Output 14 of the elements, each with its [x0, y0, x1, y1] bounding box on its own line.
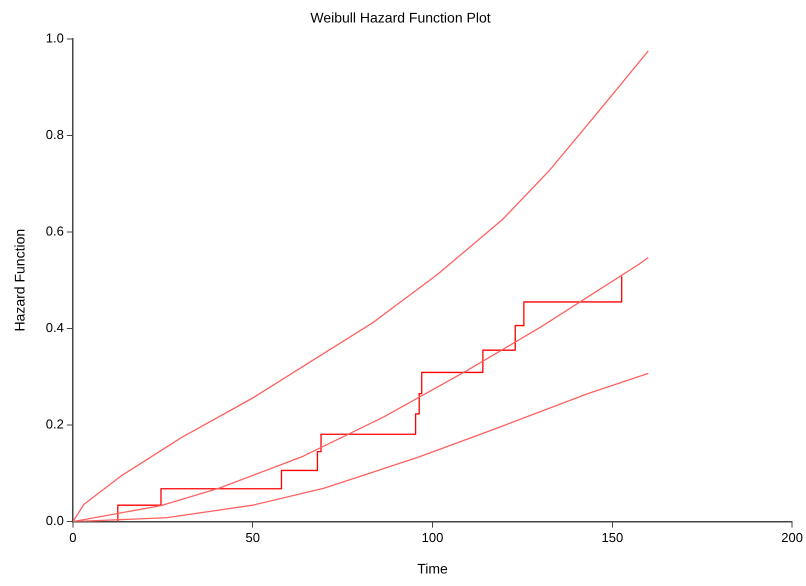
x-tick-label: 200 [781, 530, 804, 545]
chart-title: Weibull Hazard Function Plot [310, 9, 491, 26]
x-tick-label: 50 [245, 530, 260, 545]
x-tick-label: 100 [422, 530, 444, 545]
y-tick-label: 0.0 [46, 513, 64, 528]
y-tick-label: 0.8 [46, 126, 64, 142]
y-tick-label: 1.0 [46, 30, 64, 46]
x-tick-label: 0 [69, 530, 76, 545]
y-tick-label: 0.2 [46, 416, 64, 432]
x-axis-title: Time [417, 560, 448, 576]
x-tick-label: 150 [601, 530, 624, 545]
y-tick-label: 0.6 [46, 224, 64, 238]
y-tick-label: 0.4 [46, 320, 64, 336]
y-axis-title: Hazard Function [11, 228, 28, 332]
